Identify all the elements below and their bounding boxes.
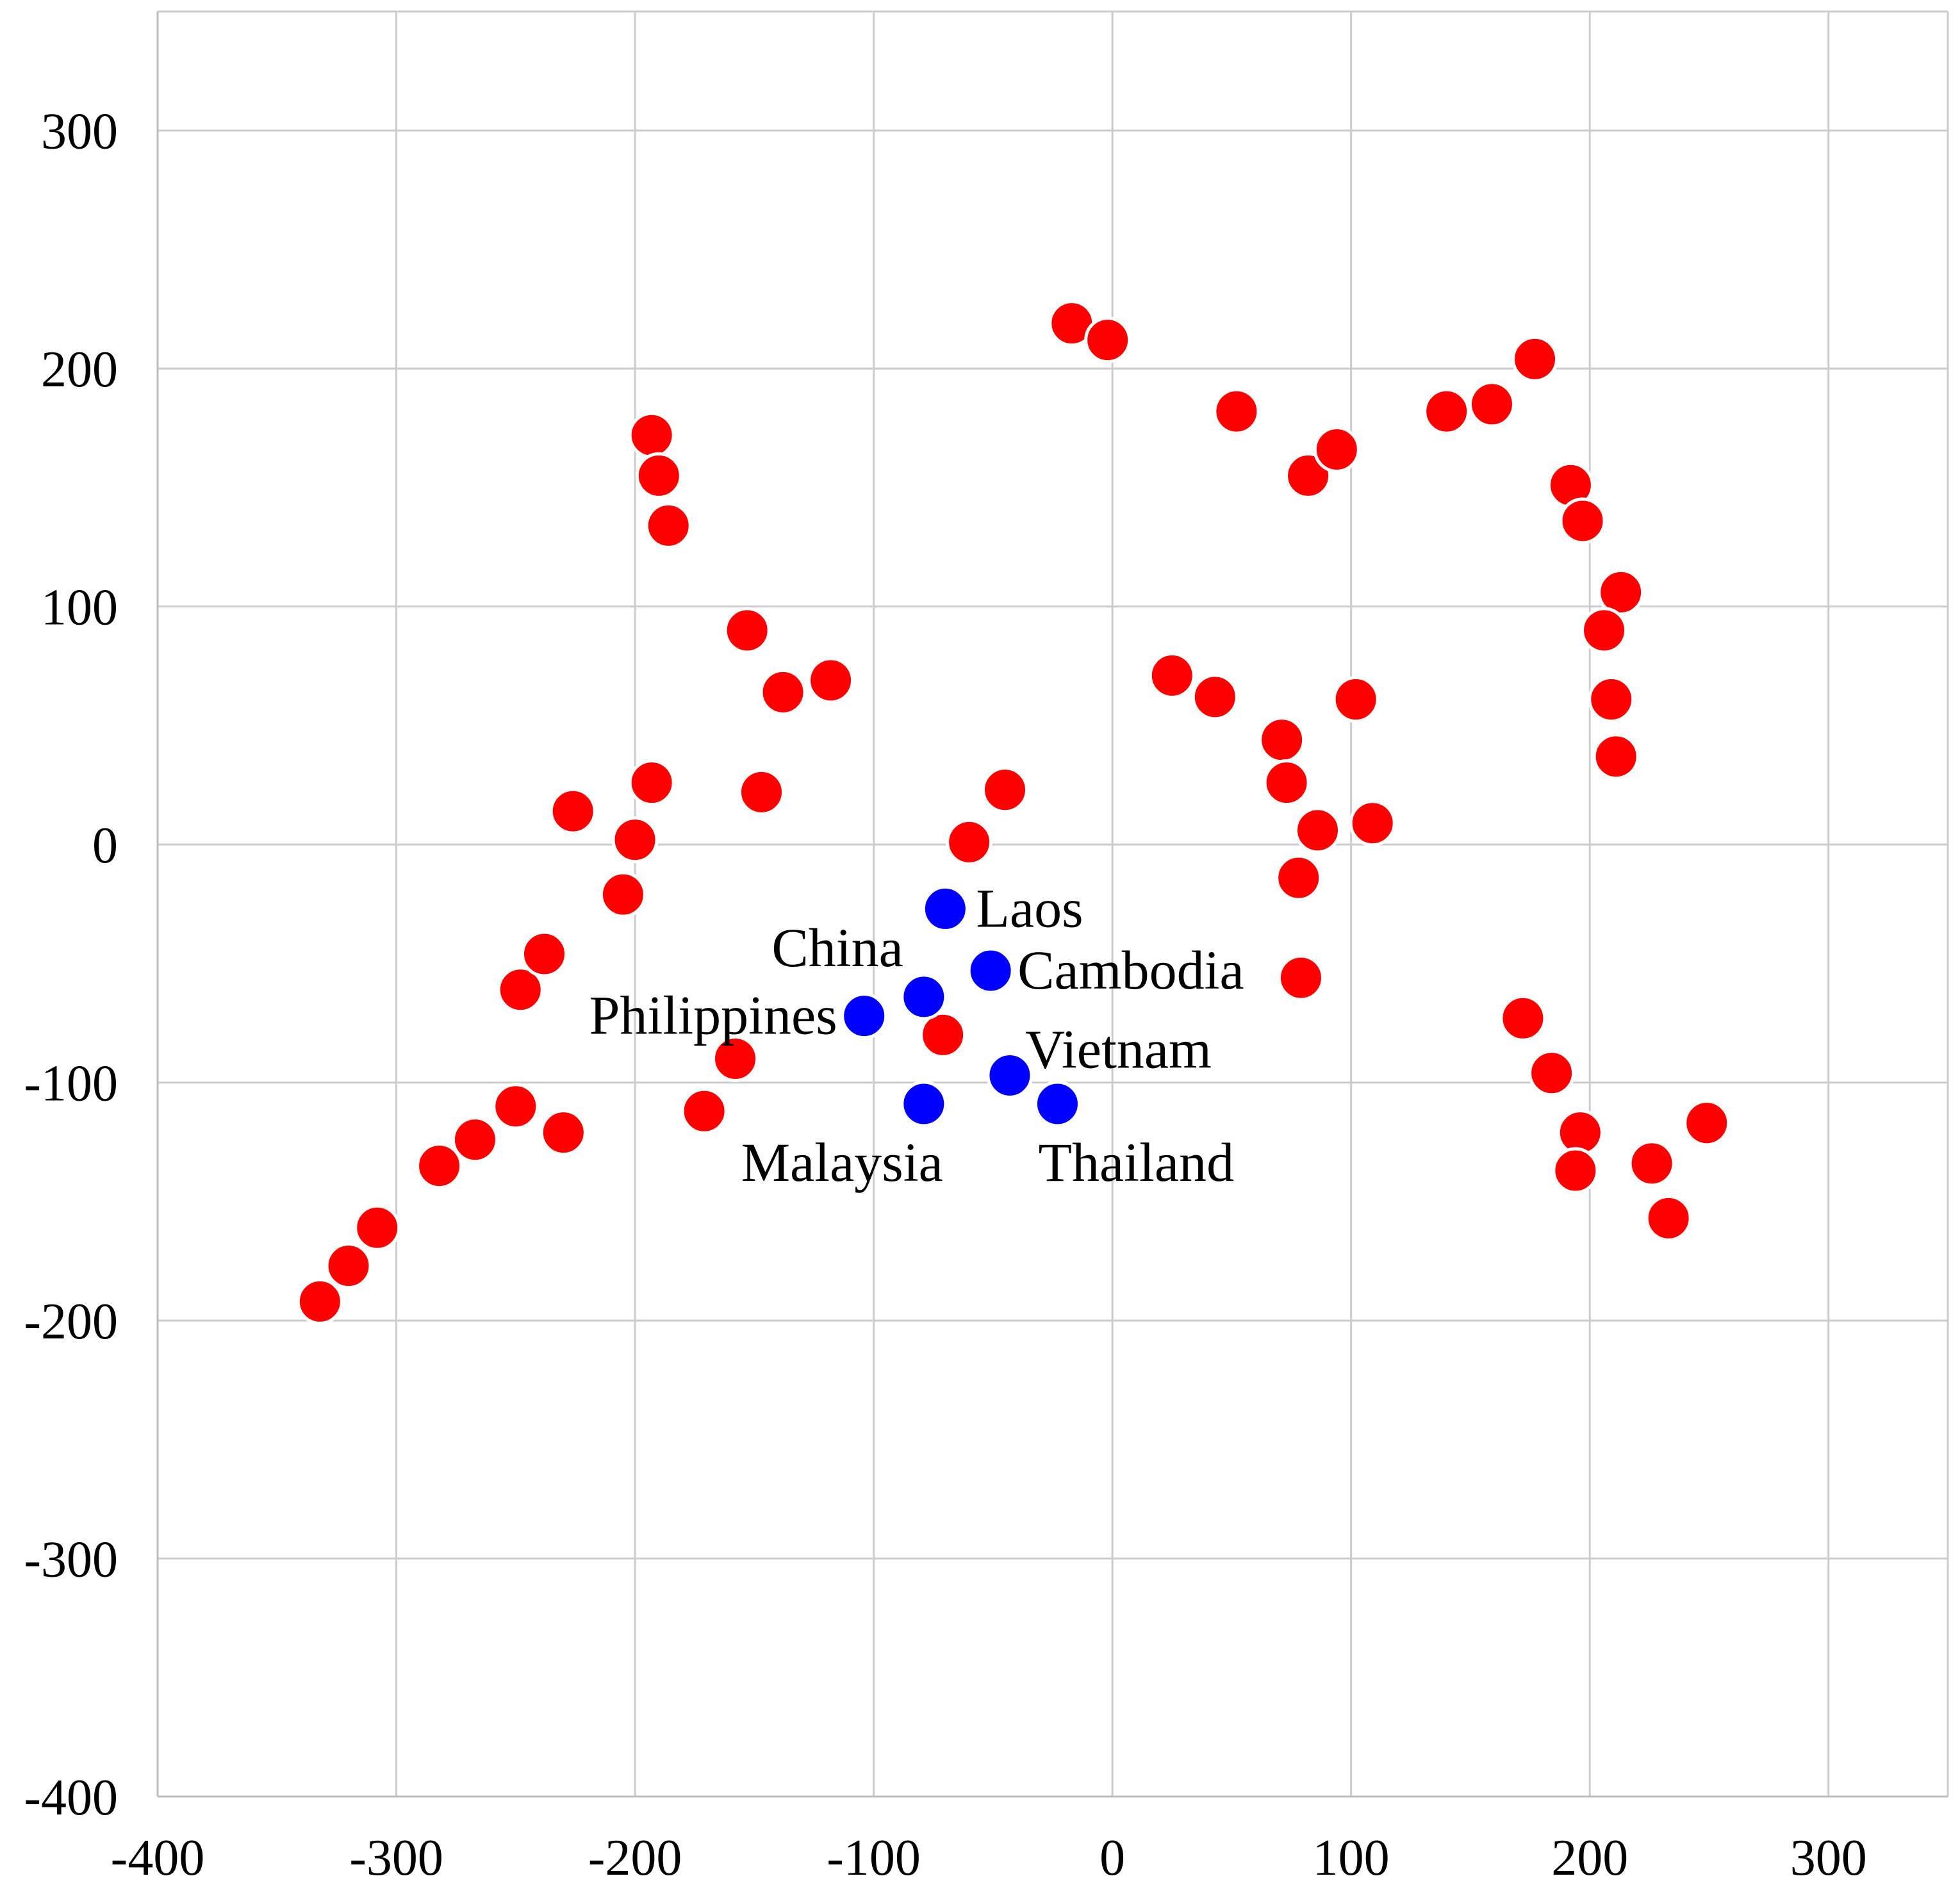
blue-data-point [841,992,888,1040]
red-data-point [1263,759,1310,807]
red-data-point [1592,733,1640,780]
blue-data-point [921,885,969,932]
red-data-point [1588,676,1635,723]
point-label-philippines: Philippines [589,985,837,1046]
red-data-point [645,502,692,549]
y-tick-label: -300 [24,1532,118,1588]
x-tick-label: -200 [588,1830,682,1886]
red-data-point [680,1087,728,1135]
red-data-point [759,668,807,716]
red-data-point [712,1035,759,1082]
x-tick-label: -300 [349,1830,443,1886]
red-data-point [807,657,855,704]
red-data-point [1559,497,1606,545]
x-tick-label: 0 [1099,1830,1125,1886]
blue-data-point [900,973,948,1021]
y-tick-label: 200 [41,341,118,398]
red-data-point [1084,317,1132,364]
red-data-point [611,816,659,864]
red-data-point [1528,1049,1576,1097]
point-label-cambodia: Cambodia [1017,939,1244,1001]
red-data-point [1423,388,1470,435]
blue-data-point [900,1080,948,1128]
blue-data-point [986,1051,1034,1099]
red-data-point [1148,652,1196,699]
y-tick-label: -100 [24,1056,118,1112]
red-data-point [628,411,675,459]
blue-data-point [1034,1080,1081,1128]
x-tick-label: -400 [111,1830,205,1886]
y-tick-label: -200 [24,1294,118,1350]
red-data-point [1645,1194,1692,1242]
red-data-point [354,1204,401,1251]
red-data-point [1285,452,1332,499]
data-points [296,300,1731,1325]
red-data-point [919,1011,967,1058]
point-label-china: China [771,917,903,978]
red-data-point [1349,800,1396,847]
red-data-point [1511,335,1559,383]
red-data-point [416,1142,463,1190]
red-data-point [325,1242,372,1290]
point-label-laos: Laos [976,877,1083,939]
red-data-point [1468,381,1515,428]
red-data-point [1332,676,1379,723]
red-data-point [1275,854,1322,901]
red-data-point [1277,954,1324,1001]
y-tick-label: 100 [41,580,118,636]
red-data-point [946,818,993,866]
red-data-point [497,966,544,1014]
point-label-vietnam: Vietnam [1025,1018,1212,1080]
red-data-point [1628,1140,1676,1187]
red-data-point [1499,994,1547,1042]
red-data-point [1313,425,1360,473]
red-data-point [628,759,675,807]
y-tick-label: -400 [24,1770,118,1826]
red-data-point [1552,1147,1599,1194]
grid [156,12,1948,1798]
axes [156,10,1949,1798]
y-tick-label: 300 [41,104,118,160]
x-tick-label: 200 [1551,1830,1628,1886]
red-data-point [1213,388,1260,435]
blue-data-point [967,947,1014,994]
x-tick-label: -100 [827,1830,921,1886]
y-tick-label: 0 [92,818,118,874]
point-label-malaysia: Malaysia [741,1131,943,1193]
red-data-point [1294,807,1342,854]
red-data-point [635,452,682,499]
red-data-point [599,871,646,918]
red-data-point [1191,673,1239,721]
x-tick-label: 100 [1313,1830,1390,1886]
red-data-point [981,766,1028,814]
point-label-thailand: Thailand [1038,1131,1234,1193]
red-data-point [549,787,597,835]
red-data-point [1258,716,1306,764]
red-data-point [521,930,568,978]
tick-labels: -400 -300 -200 -100 0 100 200 300 -400 -300 -200 -1… [24,104,1866,1886]
point-labels: Laos China Cambodia Philippines Vietnam Malay… [589,877,1244,1193]
red-data-point [1683,1099,1731,1147]
red-data-point [451,1116,498,1164]
red-data-point [296,1278,343,1325]
red-data-point [1581,607,1628,654]
red-data-point [492,1083,539,1130]
red-data-point [539,1109,587,1156]
x-tick-label: 300 [1790,1830,1867,1886]
red-data-point [723,607,771,654]
red-data-point [738,768,786,816]
